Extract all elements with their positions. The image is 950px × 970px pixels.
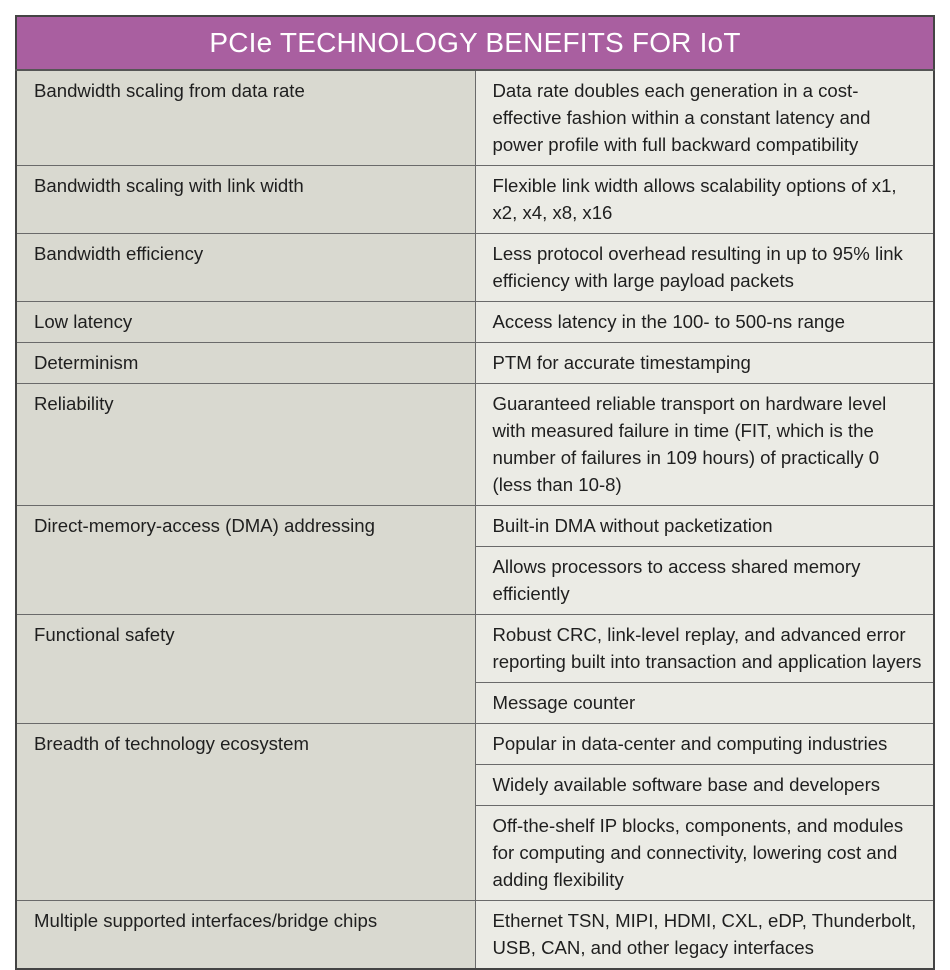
table-row: Multiple supported interfaces/bridge chi… <box>15 900 935 970</box>
table-row: Bandwidth efficiency Less protocol overhe… <box>15 233 935 302</box>
table-title: PCIe TECHNOLOGY BENEFITS FOR IoT <box>16 16 934 71</box>
benefit-cell: Widely available software base and devel… <box>474 764 935 806</box>
benefit-cell: Popular in data-center and computing ind… <box>474 723 935 765</box>
feature-cell: Reliability <box>15 383 476 506</box>
table-row: Bandwidth scaling from data rate Data rat… <box>15 69 935 166</box>
table-row: Allows processors to access shared memor… <box>16 546 935 615</box>
feature-cell: Bandwidth scaling with link width <box>15 165 476 234</box>
feature-cell: Low latency <box>15 301 476 343</box>
benefit-cell: Less protocol overhead resulting in up t… <box>474 233 935 302</box>
table-row: Bandwidth scaling with link width Flexibl… <box>15 165 935 234</box>
feature-cell: Determinism <box>15 342 476 384</box>
table-row: Widely available software base and devel… <box>16 764 935 806</box>
feature-cell: Bandwidth scaling from data rate <box>15 69 476 166</box>
table-row: Direct-memory-access (DMA) addressing Bui… <box>15 505 935 615</box>
benefit-cell: Built-in DMA without packetization <box>474 505 935 547</box>
table-row: Reliability Guaranteed reliable transport… <box>15 383 935 506</box>
benefit-cell: Flexible link width allows scalability o… <box>474 165 935 234</box>
feature-cell: Functional safety <box>15 614 476 724</box>
table-row: Off-the-shelf IP blocks, components, and… <box>16 805 935 901</box>
table-row: Message counter <box>16 682 935 724</box>
feature-cell: Bandwidth efficiency <box>15 233 476 302</box>
table-row: Low latency Access latency in the 100- to… <box>15 301 935 343</box>
benefit-cell: Message counter <box>474 682 935 724</box>
feature-cell: Direct-memory-access (DMA) addressing <box>15 505 476 615</box>
feature-cell: Breadth of technology ecosystem <box>15 723 476 901</box>
table-row: Functional safety Robust CRC, link-level … <box>15 614 935 724</box>
benefit-cell: Data rate doubles each generation in a c… <box>474 69 935 166</box>
benefit-cell: Ethernet TSN, MIPI, HDMI, CXL, eDP, Thun… <box>474 900 935 970</box>
benefit-cell: Guaranteed reliable transport on hardwar… <box>474 383 935 506</box>
benefits-table: PCIe TECHNOLOGY BENEFITS FOR IoT Bandwid… <box>15 15 935 970</box>
benefit-cell: PTM for accurate timestamping <box>474 342 935 384</box>
benefit-cell: Access latency in the 100- to 500-ns ran… <box>474 301 935 343</box>
benefit-cell: Robust CRC, link-level replay, and advan… <box>474 614 935 683</box>
benefit-cell: Allows processors to access shared memor… <box>474 546 935 615</box>
feature-cell: Multiple supported interfaces/bridge chi… <box>15 900 476 970</box>
table-row: Determinism PTM for accurate timestamping <box>15 342 935 384</box>
table-row: Breadth of technology ecosystem Popular i… <box>15 723 935 901</box>
benefit-cell: Off-the-shelf IP blocks, components, and… <box>474 805 935 901</box>
